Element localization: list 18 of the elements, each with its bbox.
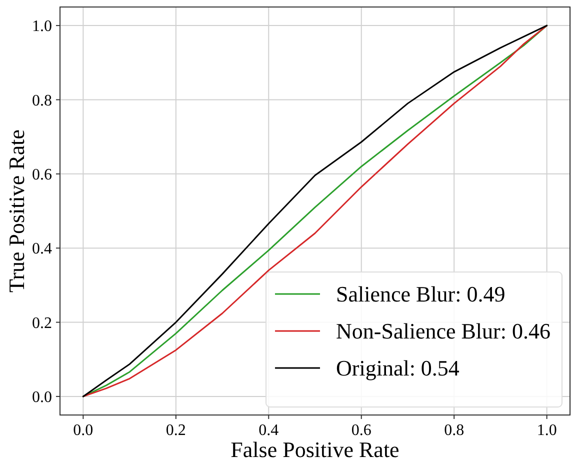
x-tick-label: 0.4 (258, 422, 279, 439)
x-tick-label: 0.6 (351, 422, 372, 439)
x-tick-label: 0.8 (444, 422, 464, 439)
x-tick-label: 0.0 (73, 422, 94, 439)
y-tick-label: 0.0 (32, 389, 52, 406)
legend-label: Salience Blur: 0.49 (336, 282, 506, 307)
x-tick-label: 1.0 (536, 422, 557, 439)
y-tick-label: 1.0 (32, 18, 52, 36)
legend-label: Original: 0.54 (336, 356, 460, 381)
y-tick-label: 0.4 (32, 240, 52, 258)
line-series (82, 24, 548, 398)
x-tick-label: 0.2 (166, 422, 186, 439)
y-tick-label: 0.8 (32, 92, 52, 110)
y-axis-title: True Positive Rate (4, 130, 29, 292)
legend-label: Non-Salience Blur: 0.46 (336, 318, 550, 344)
x-axis-title: False Positive Rate (230, 437, 400, 462)
y-tick-label: 0.6 (32, 166, 52, 184)
y-tick-label: 0.2 (32, 314, 52, 332)
